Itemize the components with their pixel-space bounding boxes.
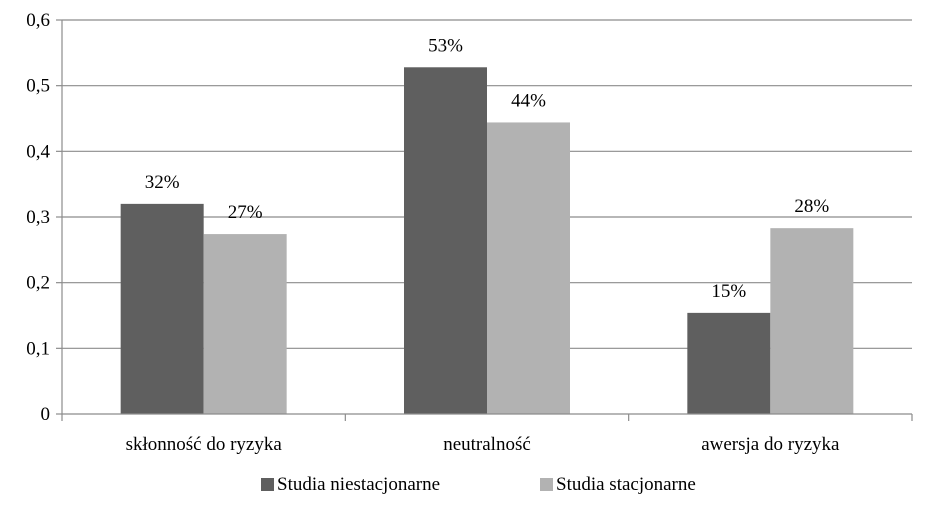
x-category-label: neutralność (443, 434, 531, 455)
data-label: 15% (711, 281, 746, 302)
data-labels: 32% 27% 53% 44% 15% 28% (145, 35, 830, 302)
bar-1-3 (687, 312, 771, 414)
y-tick-label: 0,3 (26, 207, 50, 228)
y-axis-ticks: 0 0,1 0,2 0,3 0,4 0,5 0,6 (26, 10, 50, 425)
x-category-label: skłonność do ryzyka (126, 434, 283, 455)
legend-swatch (261, 478, 274, 491)
x-category-label: awersja do ryzyka (701, 434, 840, 455)
axes (56, 19, 913, 421)
bar-2-2 (487, 122, 570, 414)
data-label: 53% (428, 35, 463, 56)
bar-1-2 (404, 67, 487, 414)
data-label: 27% (228, 202, 263, 223)
legend-label: Studia niestacjonarne (277, 474, 440, 495)
bars (120, 67, 854, 414)
data-label: 32% (145, 172, 180, 193)
y-tick-label: 0,4 (26, 141, 50, 162)
bar-2-3 (770, 228, 854, 414)
legend-label: Studia stacjonarne (556, 474, 696, 495)
y-tick-label: 0,5 (26, 76, 50, 97)
y-tick-label: 0 (41, 404, 51, 425)
data-label: 28% (794, 196, 829, 217)
legend: Studia niestacjonarne Studia stacjonarne (261, 474, 696, 495)
x-axis-labels: skłonność do ryzyka neutralność awersja do… (126, 434, 840, 455)
y-tick-label: 0,6 (26, 10, 50, 31)
legend-swatch (540, 478, 553, 491)
y-tick-label: 0,2 (26, 273, 50, 294)
y-tick-label: 0,1 (26, 338, 50, 359)
bar-1-1 (120, 203, 204, 414)
data-label: 44% (511, 90, 546, 111)
bar-2-1 (203, 234, 287, 414)
